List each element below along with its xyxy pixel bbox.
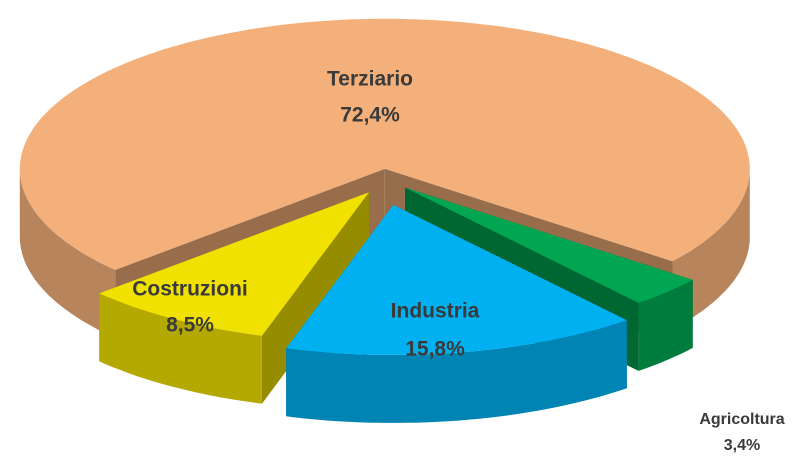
value-label: 8,5% <box>166 314 214 337</box>
value-label: 15,8% <box>405 338 465 361</box>
slice-label: Costruzioni <box>132 278 248 301</box>
value-label: 3,4% <box>724 437 760 454</box>
slice-label: Industria <box>391 300 480 323</box>
slice-side <box>99 293 262 404</box>
value-label: 72,4% <box>340 104 400 127</box>
slice <box>99 192 370 336</box>
slice <box>286 204 627 355</box>
slice-side <box>19 168 116 338</box>
slice <box>405 187 693 303</box>
slice-side <box>638 279 693 371</box>
slice-side <box>286 320 627 423</box>
slice-label: Terziario <box>327 68 413 91</box>
slice <box>19 18 750 270</box>
slice-label: Agricoltura <box>699 411 784 428</box>
